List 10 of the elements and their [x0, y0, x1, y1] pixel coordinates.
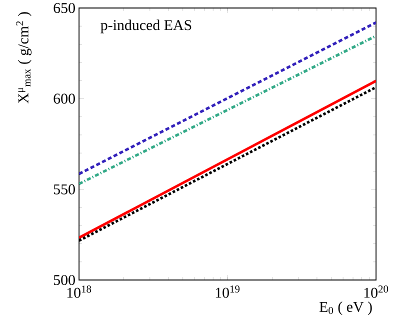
y-tick-label: 550	[54, 184, 75, 194]
x-tick-label: 10$^{20}$	[364, 286, 388, 298]
y-tick-label: 650	[54, 2, 75, 14]
x-tick-label: 10$^{18}$	[67, 286, 92, 298]
annotation: p-induced EAS	[100, 20, 192, 34]
x-tick-label: 10$^{19}$	[216, 286, 240, 298]
x-axis-title: E$_{0}$ ( eV )	[320, 301, 372, 316]
y-axis-title: X$^{μ}$$_{max}$ ( g/cm$^{2}$ )	[16, 12, 32, 104]
y-tick-label: 600	[54, 94, 75, 104]
y-tick-label: 500	[54, 274, 75, 286]
